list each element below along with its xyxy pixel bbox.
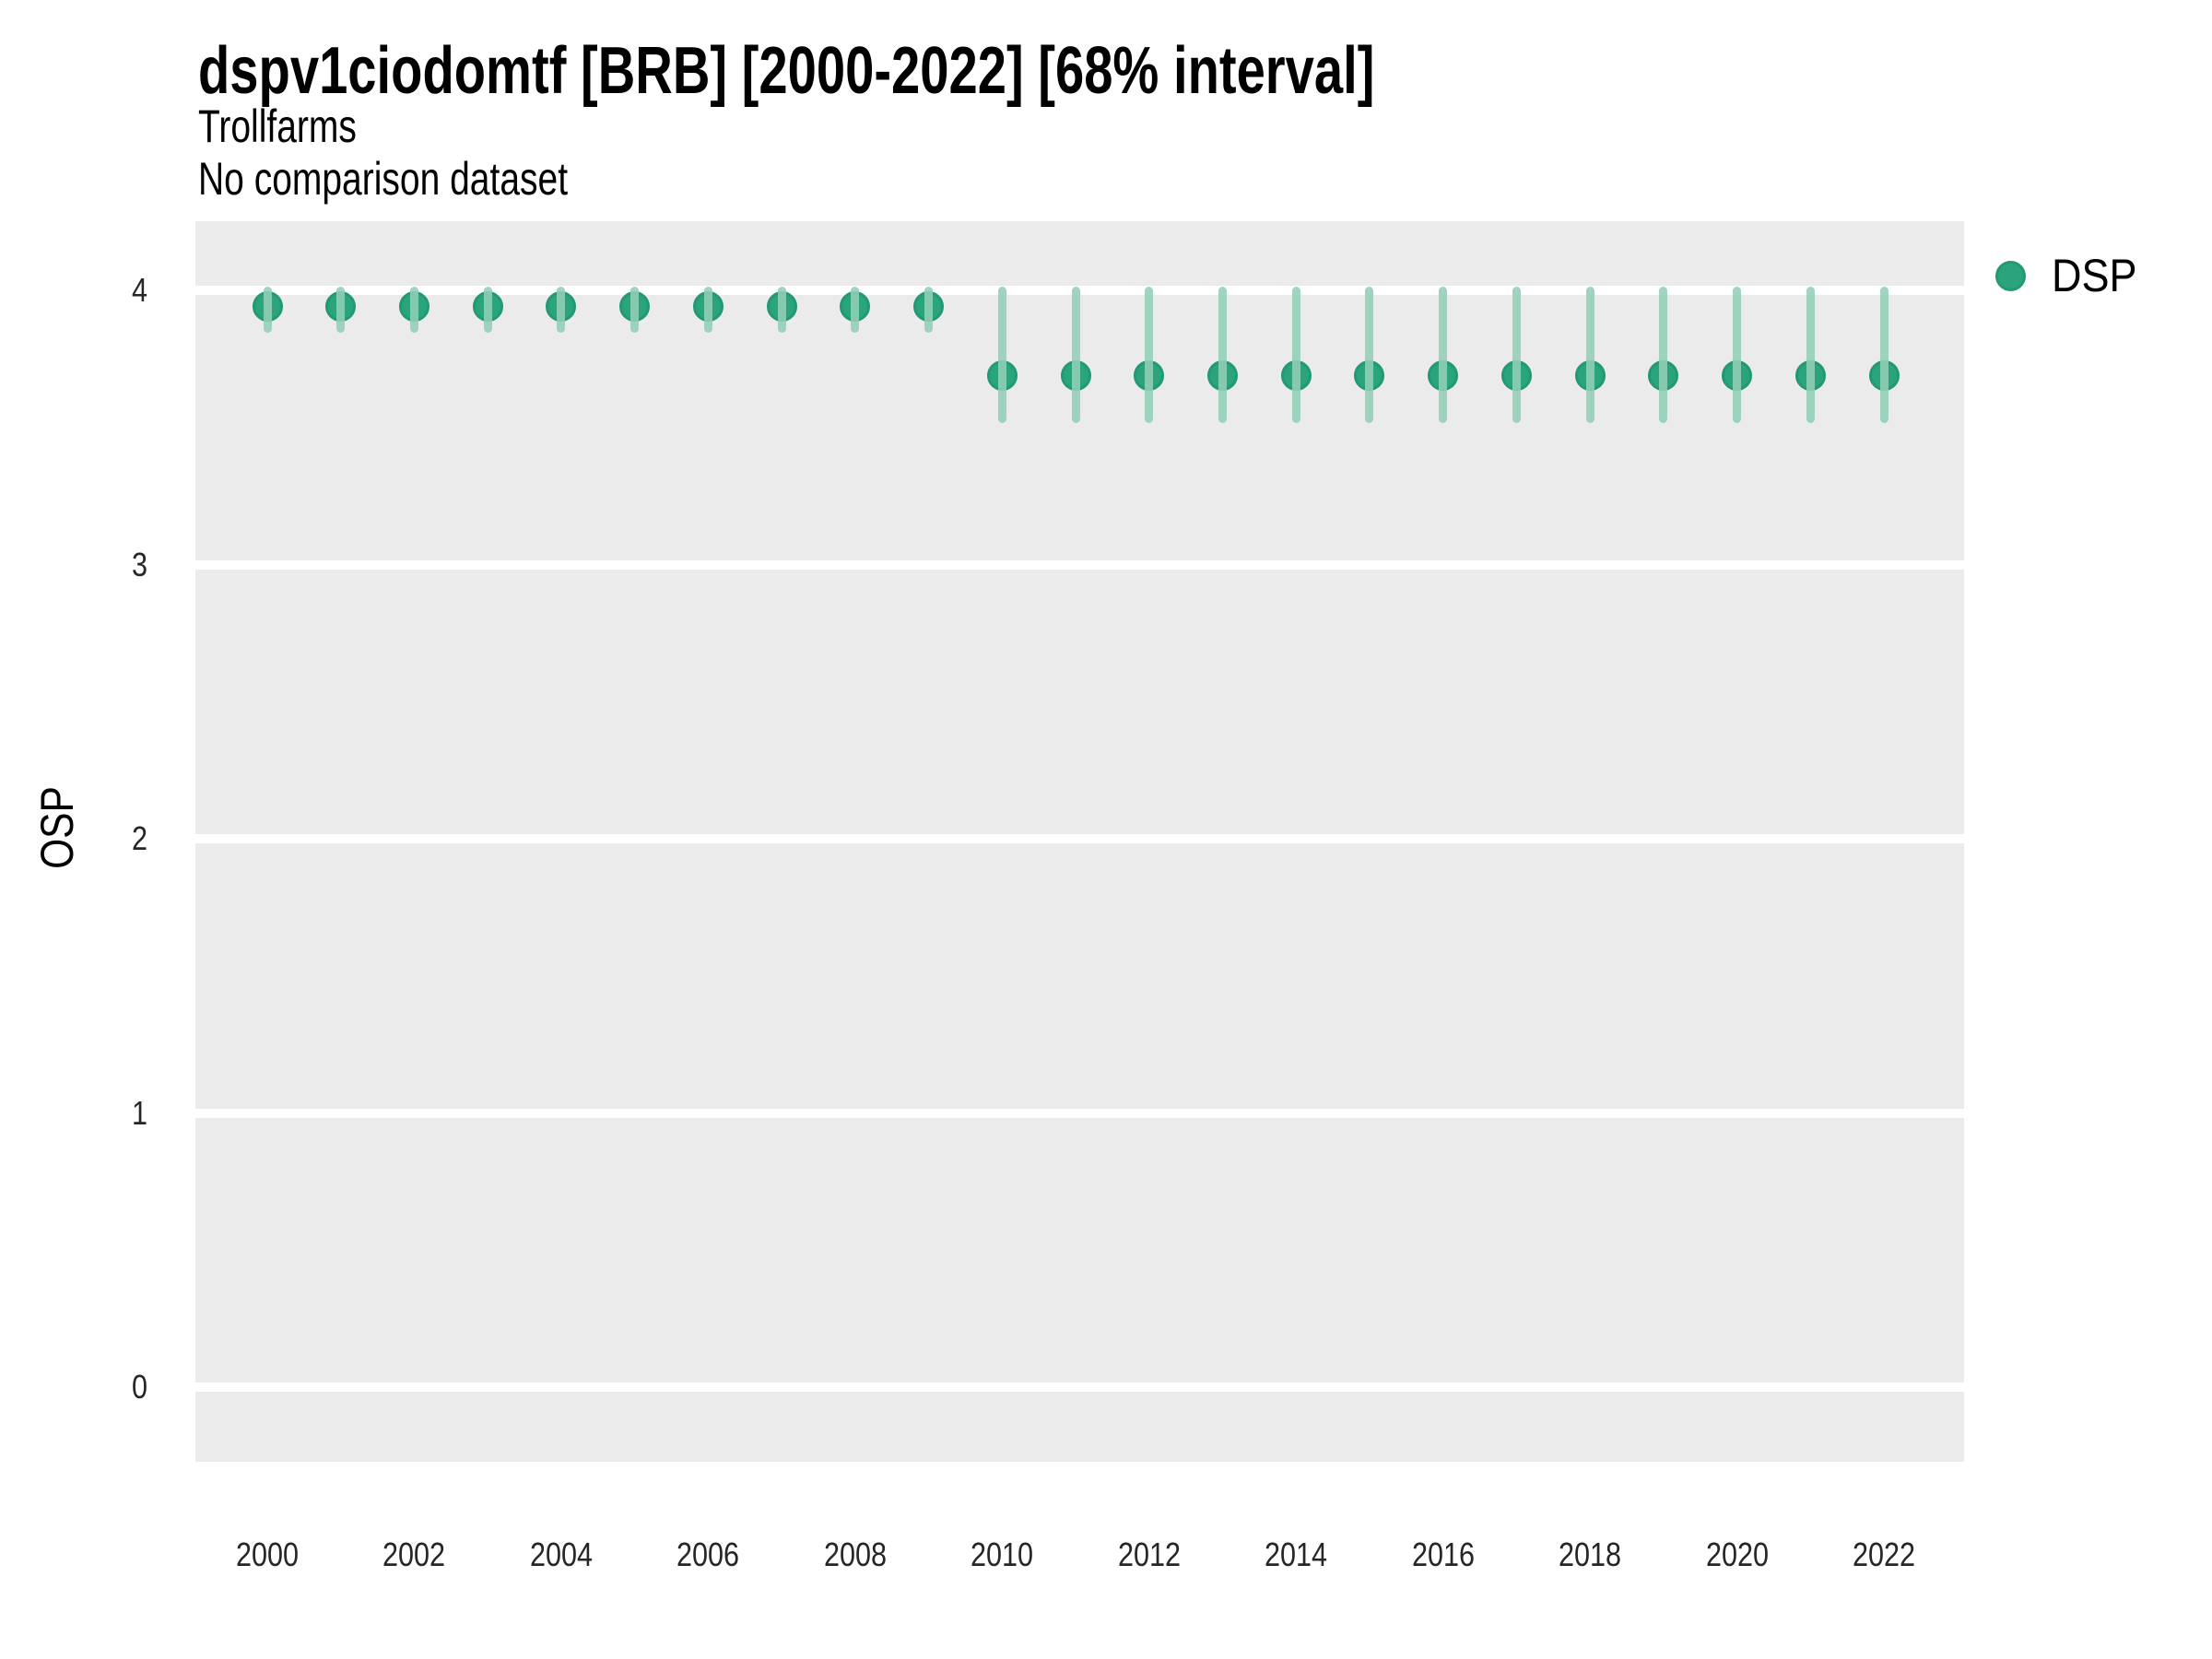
error-bar: [997, 286, 1006, 424]
chart-subtitle-line1: Trollfarms: [198, 100, 357, 152]
error-bar: [336, 286, 346, 334]
y-tick-label: 2: [131, 819, 147, 857]
x-tick-label: 2010: [971, 1535, 1034, 1573]
error-bar: [1218, 286, 1227, 424]
error-bar: [557, 286, 566, 334]
error-bar: [263, 286, 272, 334]
gridline-y-2: [195, 834, 1964, 843]
error-bar: [1879, 286, 1888, 424]
error-bar: [777, 286, 786, 334]
gridline-y-0: [195, 1382, 1964, 1392]
legend-label: DSP: [2052, 250, 2137, 301]
x-tick-label: 2016: [1411, 1535, 1475, 1573]
y-tick-label: 3: [131, 545, 147, 583]
x-tick-label: 2002: [382, 1535, 446, 1573]
error-bar: [851, 286, 860, 334]
x-tick-label: 2014: [1265, 1535, 1328, 1573]
error-bar: [1071, 286, 1080, 424]
error-bar: [409, 286, 418, 334]
x-tick-label: 2022: [1853, 1535, 1916, 1573]
x-tick-label: 2000: [235, 1535, 300, 1573]
error-bar: [630, 286, 640, 334]
gridline-y-3: [195, 559, 1964, 570]
error-bar: [924, 286, 934, 334]
error-bar: [1585, 286, 1594, 424]
x-tick-label: 2004: [529, 1535, 593, 1573]
x-tick-label: 2008: [823, 1535, 887, 1573]
error-bar: [483, 286, 492, 334]
error-bar: [1512, 286, 1521, 424]
error-bar: [1659, 286, 1668, 424]
error-bar: [1439, 286, 1448, 424]
y-axis-title: OSP: [31, 786, 83, 869]
error-bar: [1365, 286, 1374, 424]
error-bar: [1145, 286, 1154, 424]
error-bar: [1291, 286, 1300, 424]
chart-subtitle-line2: No comparison dataset: [198, 153, 569, 205]
error-bar: [1806, 286, 1815, 424]
legend-key-dot: [1995, 261, 2026, 291]
y-tick-label: 1: [131, 1093, 147, 1132]
y-tick-label: 4: [131, 271, 147, 309]
x-tick-label: 2012: [1117, 1535, 1181, 1573]
chart-title: dspv1ciodomtf [BRB] [2000-2022] [68% int…: [198, 34, 1375, 108]
x-tick-label: 2018: [1559, 1535, 1622, 1573]
error-bar: [1733, 286, 1742, 424]
x-tick-label: 2020: [1705, 1535, 1769, 1573]
gridline-y-1: [195, 1108, 1964, 1118]
error-bar: [703, 286, 712, 334]
x-tick-label: 2006: [677, 1535, 740, 1573]
y-tick-label: 0: [131, 1368, 147, 1406]
